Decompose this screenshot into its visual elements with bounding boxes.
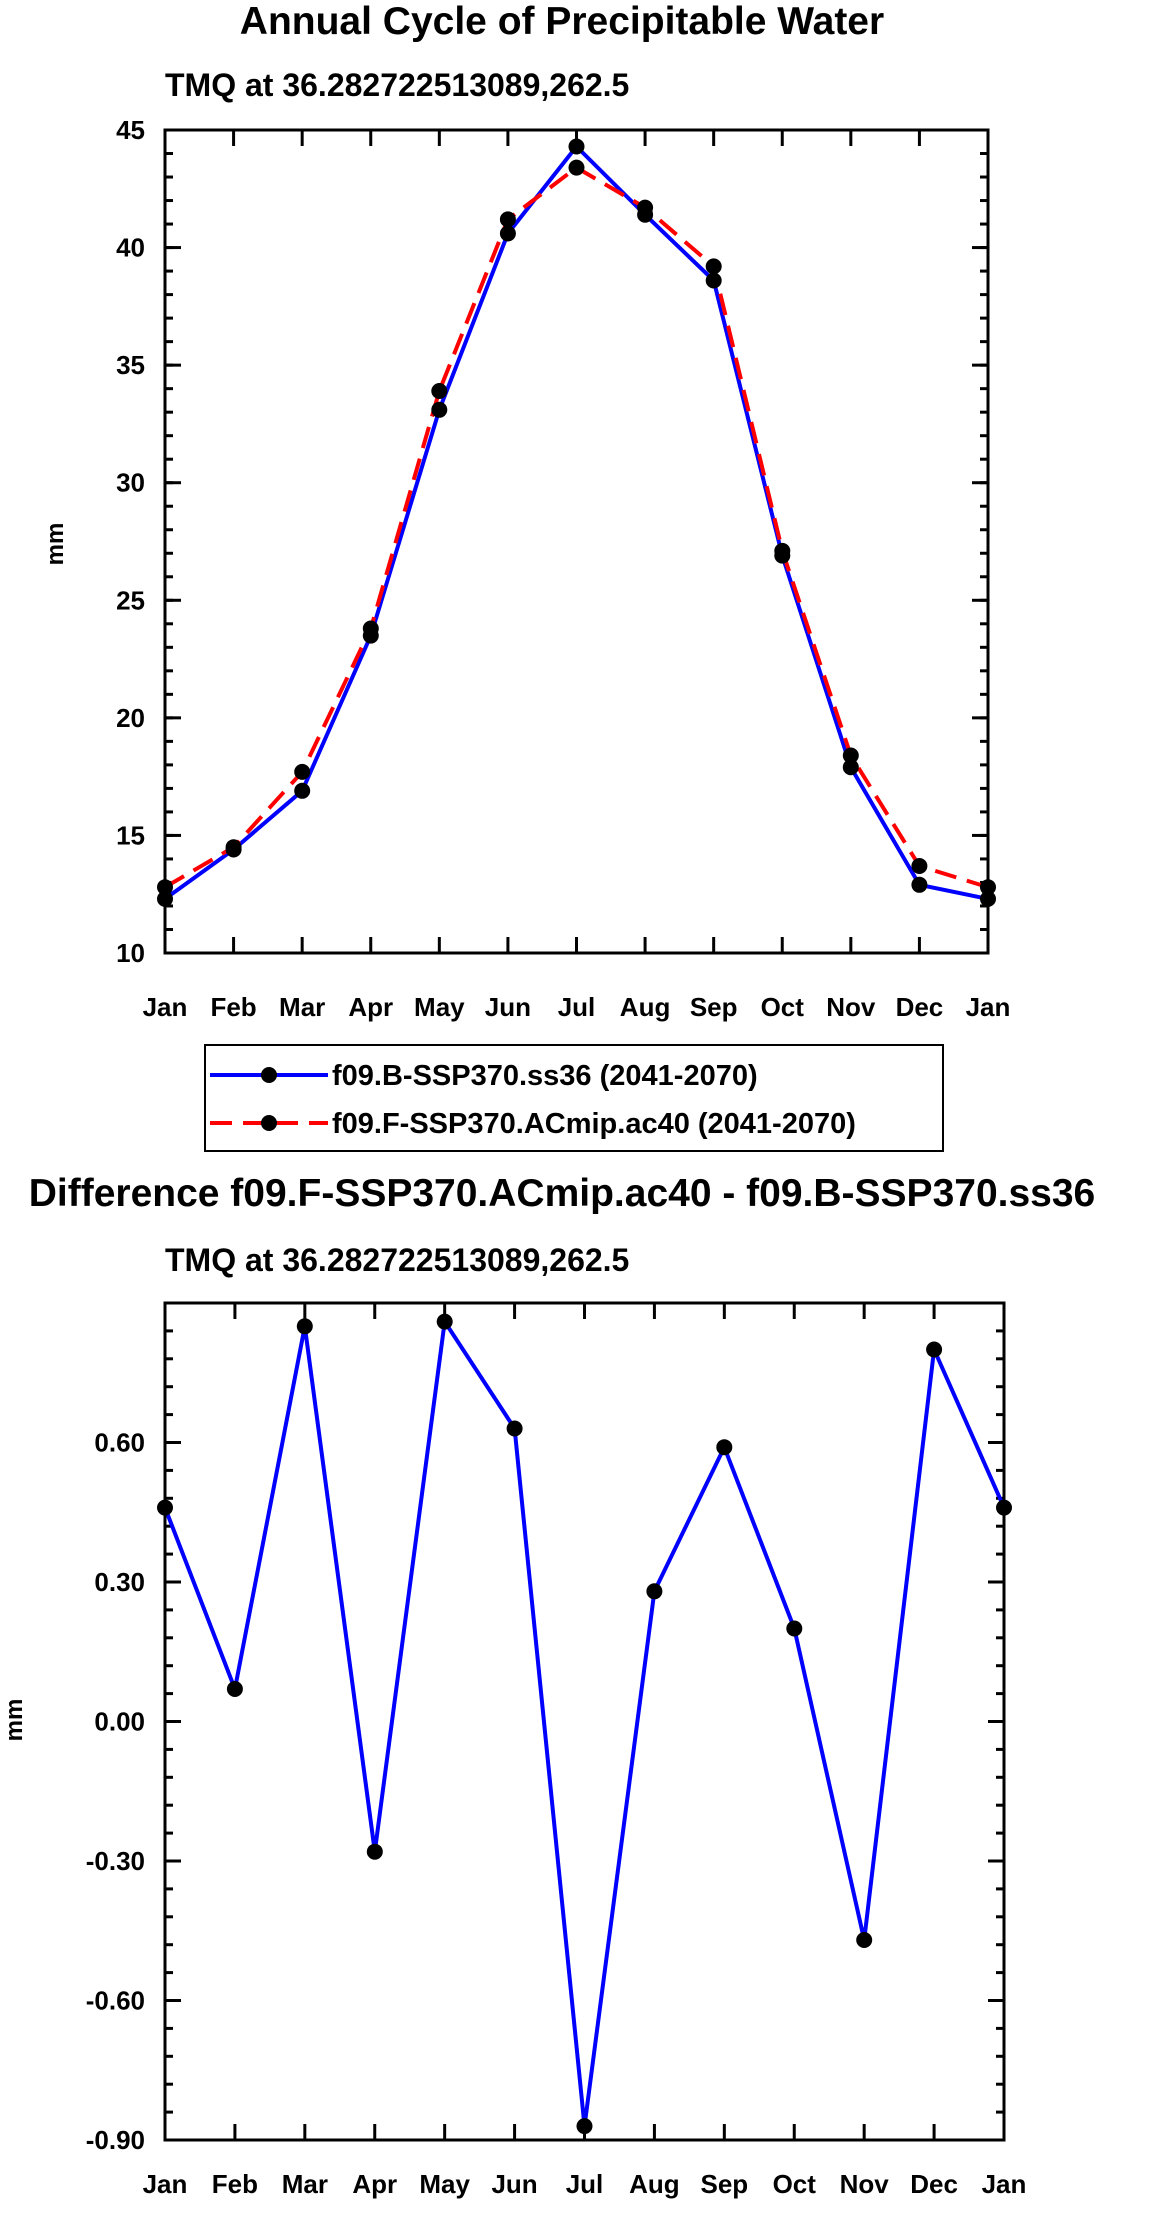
x-tick-label: Aug: [620, 992, 671, 1022]
data-point: [774, 542, 791, 559]
x-tick-label: Feb: [210, 992, 256, 1022]
data-point: [436, 1313, 453, 1330]
y-tick-label: -0.90: [86, 2125, 145, 2155]
y-tick-labels: 10 15 20 25 30 35 40 45: [116, 115, 145, 968]
data-point: [705, 272, 722, 289]
chart-subtitle: TMQ at 36.282722513089,262.5: [165, 67, 629, 103]
x-tick-label: Jan: [143, 992, 188, 1022]
x-tick-label: Mar: [279, 992, 325, 1022]
data-point: [637, 199, 654, 216]
series-lines: [163, 144, 989, 901]
data-point: [716, 1439, 733, 1456]
data-point: [294, 782, 311, 799]
axis-ticks: [163, 128, 990, 955]
y-tick-label: 40: [116, 233, 145, 263]
data-point: [842, 759, 859, 776]
y-tick-label: 0.30: [94, 1567, 145, 1597]
x-tick-label: Jun: [491, 2169, 537, 2199]
data-point: [226, 1681, 243, 1697]
x-tick-label: Jun: [485, 992, 531, 1022]
x-tick-label: Dec: [910, 2169, 958, 2199]
x-tick-label: Oct: [773, 2169, 817, 2199]
y-tick-label: 10: [116, 938, 145, 968]
data-point: [506, 1420, 523, 1437]
plot-frame: [163, 128, 990, 955]
chart-title: Annual Cycle of Precipitable Water: [240, 0, 884, 43]
data-point: [296, 1318, 313, 1335]
data-point: [926, 1341, 943, 1358]
series-line: [163, 165, 989, 890]
x-tick-label: May: [414, 992, 465, 1022]
annual-cycle-chart: Annual Cycle of Precipitable Water TMQ a…: [42, 0, 1010, 1022]
series-points: [157, 1313, 1012, 2135]
data-point: [576, 2118, 593, 2135]
series-lines: [163, 1319, 1006, 2129]
legend-box: [204, 1044, 944, 1152]
y-tick-labels: -0.90 -0.60 -0.30 0.00 0.30 0.60: [86, 1428, 145, 2156]
y-tick-label: 15: [116, 820, 145, 850]
data-point: [842, 747, 859, 764]
y-tick-label: 0.60: [94, 1428, 145, 1458]
x-tick-label: Jan: [966, 992, 1011, 1022]
data-point: [294, 763, 311, 780]
plot-frame: [163, 1301, 1006, 2142]
y-tick-label: 35: [116, 350, 145, 380]
data-point: [646, 1583, 663, 1600]
x-tick-label: Aug: [629, 2169, 680, 2199]
x-tick-label: Jul: [566, 2169, 604, 2199]
y-tick-label: 0.00: [94, 1707, 145, 1737]
data-point: [499, 211, 516, 228]
x-tick-label: Nov: [826, 992, 876, 1022]
y-tick-label: 45: [116, 115, 145, 145]
chart-subtitle: TMQ at 36.282722513089,262.5: [165, 1242, 629, 1278]
axis-ticks: [163, 1303, 1006, 2142]
y-axis-label: mm: [1, 1699, 28, 1742]
legend-label-series-b: f09.F-SSP370.ACmip.ac40 (2041-2070): [332, 1108, 856, 1140]
x-tick-label: Oct: [761, 992, 805, 1022]
data-point: [499, 225, 516, 242]
series-line: [163, 1319, 1006, 2129]
legend: f09.B-SSP370.ss36 (2041-2070) f09.F-SSP3…: [204, 1044, 944, 1152]
data-point: [911, 858, 928, 874]
data-point: [705, 258, 722, 275]
data-point: [786, 1620, 803, 1637]
series-line: [163, 144, 989, 901]
x-tick-label: May: [419, 2169, 470, 2199]
data-point: [568, 138, 585, 155]
data-point: [431, 383, 448, 399]
x-tick-label: Jul: [558, 992, 596, 1022]
data-point: [568, 159, 585, 176]
y-axis-label: mm: [42, 523, 69, 566]
legend-marker-series-b: [261, 1115, 277, 1131]
x-tick-label: Jan: [982, 2169, 1027, 2199]
x-tick-label: Sep: [690, 992, 738, 1022]
legend-marker-series-a: [261, 1067, 277, 1083]
y-tick-label: -0.30: [86, 1846, 145, 1876]
data-point: [856, 1932, 873, 1948]
y-tick-label: 25: [116, 585, 145, 615]
x-tick-label: Dec: [896, 992, 944, 1022]
data-point: [362, 620, 379, 637]
x-tick-labels: Jan Feb Mar Apr May Jun Jul Aug Sep Oct Nov Dec Jan: [143, 2169, 1027, 2199]
difference-chart: Difference f09.F-SSP370.ACmip.ac40 - f09…: [1, 1172, 1095, 2199]
x-tick-label: Nov: [840, 2169, 890, 2199]
data-point: [225, 839, 242, 856]
data-point: [366, 1843, 383, 1860]
x-tick-label: Mar: [282, 2169, 328, 2199]
x-tick-labels: Jan Feb Mar Apr May Jun Jul Aug Sep Oct Nov Dec Jan: [143, 992, 1011, 1022]
series-points: [157, 138, 996, 907]
legend-label-series-a: f09.B-SSP370.ss36 (2041-2070): [332, 1060, 758, 1092]
chart-title: Difference f09.F-SSP370.ACmip.ac40 - f09…: [29, 1172, 1096, 1215]
y-tick-label: 30: [116, 468, 145, 498]
x-tick-label: Sep: [700, 2169, 748, 2199]
y-tick-label: 20: [116, 703, 145, 733]
y-tick-label: -0.60: [86, 1986, 145, 2016]
x-tick-label: Feb: [212, 2169, 258, 2199]
x-tick-label: Apr: [348, 992, 393, 1022]
x-tick-label: Apr: [352, 2169, 397, 2199]
data-point: [431, 401, 448, 418]
data-point: [911, 876, 928, 893]
x-tick-label: Jan: [143, 2169, 188, 2199]
